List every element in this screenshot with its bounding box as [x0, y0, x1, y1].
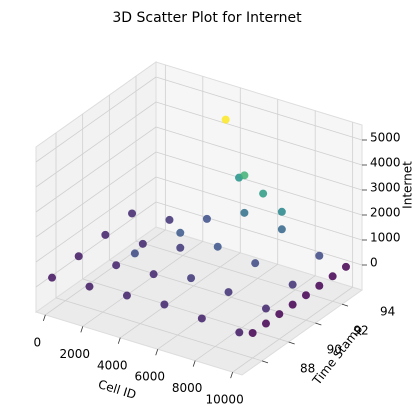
y-tick	[261, 360, 269, 364]
x-tick-label: 10000	[206, 393, 244, 407]
point	[259, 189, 268, 198]
z-grid-line	[35, 201, 157, 288]
x-tick-label: 6000	[134, 370, 165, 384]
point	[275, 310, 284, 319]
y-tick-label: 90	[327, 342, 342, 356]
point	[213, 242, 222, 251]
point	[251, 259, 260, 268]
z-grid-line	[35, 176, 157, 263]
x-tick	[192, 360, 196, 367]
x-axis-label: Cell ID	[96, 377, 137, 402]
point	[176, 243, 185, 252]
z-grid-line	[155, 151, 363, 216]
point	[240, 208, 249, 217]
y-tick	[288, 341, 295, 345]
point	[221, 115, 230, 124]
x-tick	[117, 337, 121, 344]
panes	[34, 61, 364, 376]
y-grid-line	[55, 297, 263, 362]
x-tick-label: 8000	[172, 381, 203, 395]
grid	[35, 64, 367, 379]
point	[328, 272, 337, 281]
point	[277, 225, 286, 234]
points	[48, 115, 350, 337]
point	[341, 262, 350, 271]
z-tick-label: 3000	[370, 181, 401, 195]
y-tick-label: 94	[380, 305, 395, 319]
point	[48, 273, 57, 282]
y-tick-label: 92	[353, 324, 368, 338]
x-tick	[80, 326, 84, 333]
point	[160, 300, 169, 309]
point	[315, 251, 324, 260]
z-grid-line	[155, 176, 363, 241]
y-tick	[341, 303, 349, 307]
point	[197, 314, 206, 323]
point	[288, 280, 297, 289]
point	[176, 228, 185, 237]
point	[288, 300, 297, 309]
point	[202, 214, 211, 223]
point	[240, 171, 249, 180]
point	[101, 230, 110, 239]
point	[149, 270, 158, 279]
point	[261, 304, 270, 313]
point	[112, 261, 121, 270]
z-grid-line	[35, 101, 157, 188]
z-grid-line	[35, 76, 157, 163]
y-tick-label: 88	[300, 361, 315, 375]
x-tick-label: 2000	[60, 347, 91, 361]
point	[165, 215, 174, 224]
point	[315, 281, 324, 290]
point	[301, 291, 310, 300]
point	[277, 207, 286, 216]
chart-title: 3D Scatter Plot for Internet	[112, 10, 302, 26]
point	[122, 291, 131, 300]
z-axis-label: Internet	[401, 161, 415, 209]
point	[248, 328, 257, 337]
x-tick	[230, 372, 234, 379]
point	[138, 239, 147, 248]
z-grid-line	[155, 201, 363, 266]
z-tick-label: 0	[370, 256, 378, 270]
point	[235, 328, 244, 337]
point	[187, 274, 196, 283]
point	[74, 252, 83, 261]
z-tick-label: 1000	[370, 231, 401, 245]
point	[128, 209, 137, 218]
z-tick-label: 5000	[370, 131, 401, 145]
back-pane	[155, 61, 363, 291]
point	[85, 282, 94, 291]
y-tick	[315, 322, 322, 326]
z-grid-line	[155, 101, 363, 166]
point	[261, 319, 270, 328]
z-tick-label: 2000	[370, 206, 401, 220]
y-axis-label: Time Stamp	[309, 322, 365, 388]
x-tick-label: 0	[34, 335, 42, 349]
x-tick-label: 4000	[97, 358, 128, 372]
point	[130, 249, 139, 258]
x-tick	[155, 349, 159, 356]
z-grid-line	[155, 126, 363, 191]
z-grid-line	[155, 76, 363, 141]
z-tick-label: 4000	[370, 156, 401, 170]
point	[224, 288, 233, 297]
x-tick	[42, 314, 46, 321]
z-grid-line	[35, 151, 157, 238]
z-grid-line	[35, 126, 157, 213]
